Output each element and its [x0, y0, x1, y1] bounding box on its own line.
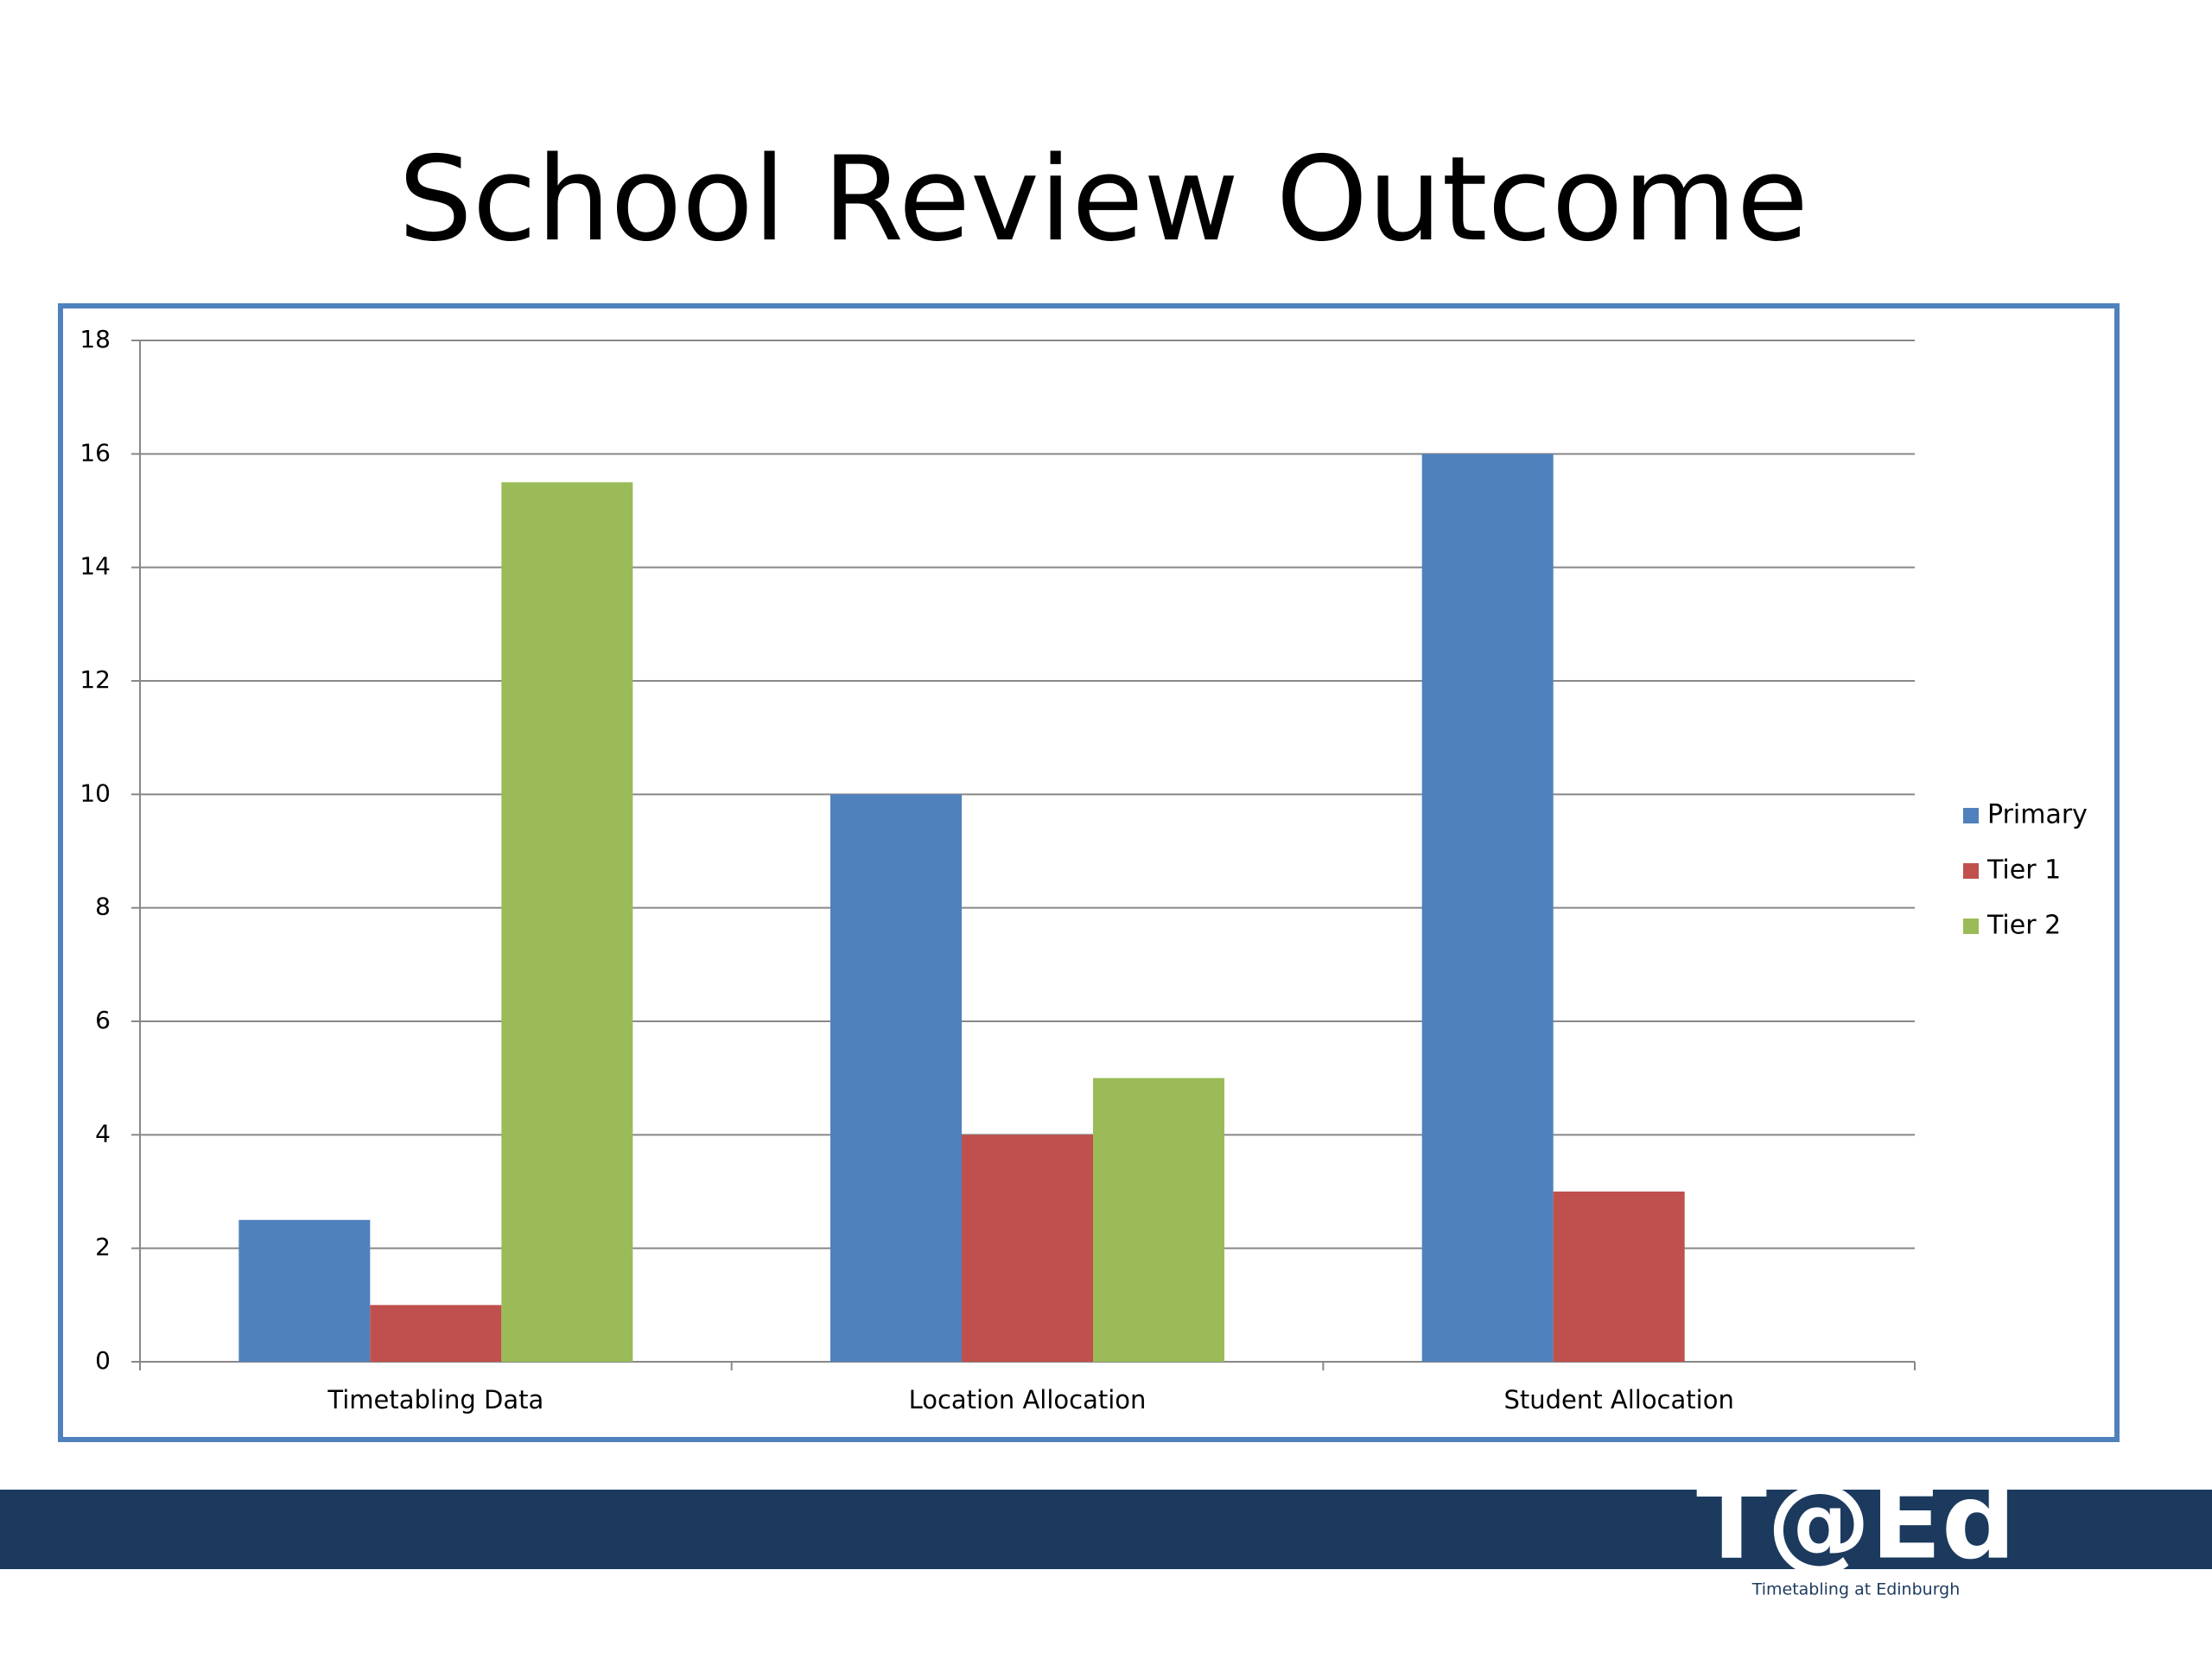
bar: [1553, 1192, 1685, 1362]
bar: [238, 1219, 371, 1362]
y-tick-label: 8: [95, 893, 111, 921]
y-tick-label: 10: [79, 779, 111, 807]
chart-title: School Review Outcome: [398, 131, 1808, 267]
legend-label: Tier 1: [1986, 855, 2061, 886]
y-tick-label: 2: [95, 1233, 111, 1262]
y-tick-label: 6: [95, 1006, 111, 1034]
bar: [501, 482, 633, 1362]
x-tick-label: Student Allocation: [1503, 1385, 1733, 1414]
bar: [370, 1305, 502, 1362]
legend-swatch: [1963, 918, 1979, 934]
bar: [830, 794, 963, 1362]
logo: T@Ed: [1696, 1463, 2016, 1583]
bar: [1092, 1077, 1224, 1362]
legend-swatch: [1963, 863, 1979, 879]
y-tick-label: 14: [79, 552, 111, 581]
y-tick-label: 4: [95, 1119, 111, 1147]
x-tick-label: Timetabling Data: [327, 1385, 543, 1414]
legend-swatch: [1963, 808, 1979, 823]
legend-label: Primary: [1987, 800, 2088, 830]
y-tick-label: 16: [79, 438, 111, 467]
bar: [962, 1135, 1093, 1362]
logo-tagline: Timetabling at Edinburgh: [1751, 1580, 1961, 1599]
legend-label: Tier 2: [1986, 911, 2061, 941]
y-tick-label: 0: [95, 1346, 111, 1375]
footer-band: [0, 1490, 2212, 1569]
bar: [1421, 454, 1554, 1363]
y-tick-label: 12: [79, 665, 111, 694]
y-tick-label: 18: [79, 325, 111, 353]
x-tick-label: Location Allocation: [909, 1385, 1147, 1414]
